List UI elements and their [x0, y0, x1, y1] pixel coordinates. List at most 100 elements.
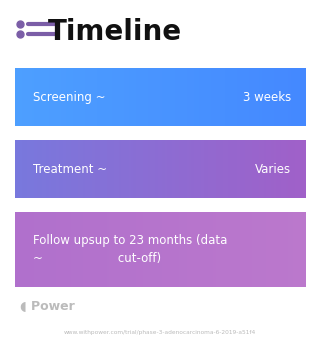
- Bar: [107, 140, 110, 198]
- Bar: [141, 140, 144, 198]
- Bar: [80, 140, 83, 198]
- Bar: [300, 140, 303, 198]
- Bar: [163, 140, 165, 198]
- Bar: [87, 212, 91, 287]
- Bar: [114, 68, 117, 126]
- Bar: [148, 212, 151, 287]
- Bar: [80, 68, 83, 126]
- Bar: [73, 140, 76, 198]
- Bar: [54, 68, 57, 126]
- Bar: [179, 140, 182, 198]
- Bar: [184, 212, 187, 287]
- Bar: [295, 212, 298, 287]
- Bar: [189, 68, 192, 126]
- Bar: [303, 212, 306, 287]
- Bar: [157, 140, 161, 198]
- Bar: [233, 140, 236, 198]
- Bar: [269, 212, 272, 287]
- Bar: [46, 212, 49, 287]
- Bar: [237, 212, 240, 287]
- Bar: [172, 140, 175, 198]
- Bar: [153, 212, 156, 287]
- Bar: [201, 68, 204, 126]
- Bar: [286, 140, 289, 198]
- Bar: [73, 68, 76, 126]
- Text: Treatment ~: Treatment ~: [33, 162, 107, 176]
- Bar: [92, 140, 95, 198]
- Bar: [51, 140, 54, 198]
- Text: Follow upsup to 23 months (data
~                    cut-off): Follow upsup to 23 months (data ~ cut-of…: [33, 234, 228, 265]
- Bar: [95, 212, 98, 287]
- Bar: [80, 212, 83, 287]
- Bar: [283, 140, 286, 198]
- Bar: [278, 212, 281, 287]
- Text: Varies: Varies: [255, 162, 291, 176]
- Bar: [39, 140, 42, 198]
- Bar: [293, 212, 296, 287]
- Bar: [119, 212, 122, 287]
- Bar: [242, 68, 245, 126]
- Bar: [17, 140, 20, 198]
- Bar: [114, 140, 117, 198]
- Text: Timeline: Timeline: [48, 18, 182, 46]
- Bar: [129, 140, 132, 198]
- Bar: [119, 68, 122, 126]
- Bar: [109, 212, 112, 287]
- Bar: [303, 68, 306, 126]
- Bar: [228, 140, 231, 198]
- Bar: [199, 68, 202, 126]
- Bar: [155, 68, 158, 126]
- Bar: [22, 140, 25, 198]
- Bar: [261, 140, 264, 198]
- Bar: [155, 140, 158, 198]
- Bar: [216, 212, 219, 287]
- Bar: [112, 68, 115, 126]
- Bar: [278, 140, 281, 198]
- Bar: [76, 68, 78, 126]
- Bar: [218, 140, 221, 198]
- Bar: [199, 212, 202, 287]
- Bar: [63, 68, 66, 126]
- Bar: [100, 212, 102, 287]
- Bar: [146, 140, 148, 198]
- Bar: [85, 140, 88, 198]
- Bar: [213, 68, 216, 126]
- Bar: [124, 212, 127, 287]
- Bar: [196, 140, 199, 198]
- Bar: [102, 68, 105, 126]
- Bar: [254, 212, 257, 287]
- Bar: [225, 212, 228, 287]
- Bar: [46, 140, 49, 198]
- Bar: [27, 68, 30, 126]
- Bar: [107, 68, 110, 126]
- Bar: [37, 68, 40, 126]
- Bar: [179, 212, 182, 287]
- Bar: [138, 68, 141, 126]
- Bar: [201, 140, 204, 198]
- Bar: [71, 212, 74, 287]
- Bar: [92, 68, 95, 126]
- Bar: [146, 68, 148, 126]
- Bar: [39, 212, 42, 287]
- Bar: [148, 68, 151, 126]
- Bar: [71, 68, 74, 126]
- Bar: [163, 68, 165, 126]
- Bar: [196, 68, 199, 126]
- Bar: [281, 140, 284, 198]
- Bar: [264, 212, 267, 287]
- Bar: [160, 140, 163, 198]
- Bar: [288, 140, 291, 198]
- Bar: [143, 140, 146, 198]
- Bar: [95, 68, 98, 126]
- Bar: [261, 212, 264, 287]
- Bar: [295, 140, 298, 198]
- Bar: [179, 68, 182, 126]
- Bar: [240, 68, 243, 126]
- Bar: [138, 212, 141, 287]
- Bar: [17, 68, 20, 126]
- Bar: [136, 140, 139, 198]
- Bar: [230, 212, 233, 287]
- Bar: [54, 212, 57, 287]
- Bar: [27, 140, 30, 198]
- Bar: [249, 212, 252, 287]
